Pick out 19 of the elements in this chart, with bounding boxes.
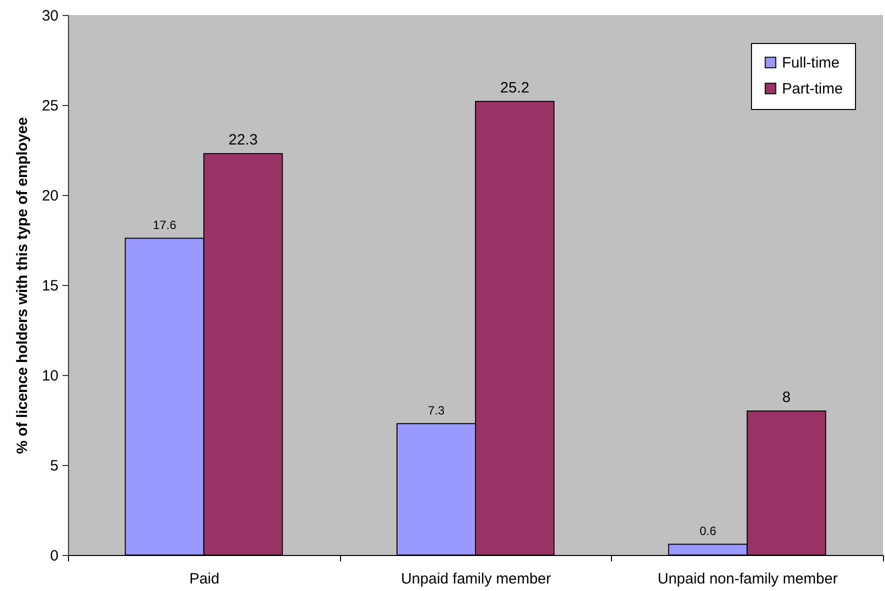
data-label: 22.3 xyxy=(228,132,258,149)
y-tick-label: 25 xyxy=(42,98,58,114)
y-tick-label: 20 xyxy=(42,188,58,204)
data-label: 0.6 xyxy=(700,524,717,538)
legend-label: Full-time xyxy=(782,54,840,72)
y-tick-label: 0 xyxy=(50,548,58,564)
data-label: 25.2 xyxy=(500,79,530,96)
y-tick-label: 15 xyxy=(42,278,58,294)
data-label: 8 xyxy=(782,389,791,406)
x-tick-label: Paid xyxy=(189,570,220,588)
legend-label: Part-time xyxy=(782,80,843,98)
y-axis-title: % of licence holders with this type of employee xyxy=(14,117,31,454)
data-label: 17.6 xyxy=(152,218,177,232)
y-tick-label: 10 xyxy=(42,368,58,384)
y-tick-label: 5 xyxy=(50,458,58,474)
y-tick-label: 30 xyxy=(42,8,58,24)
x-tick-label: Unpaid family member xyxy=(400,570,552,588)
x-tick-label: Unpaid non-family member xyxy=(658,570,838,588)
data-label: 7.3 xyxy=(428,404,445,418)
